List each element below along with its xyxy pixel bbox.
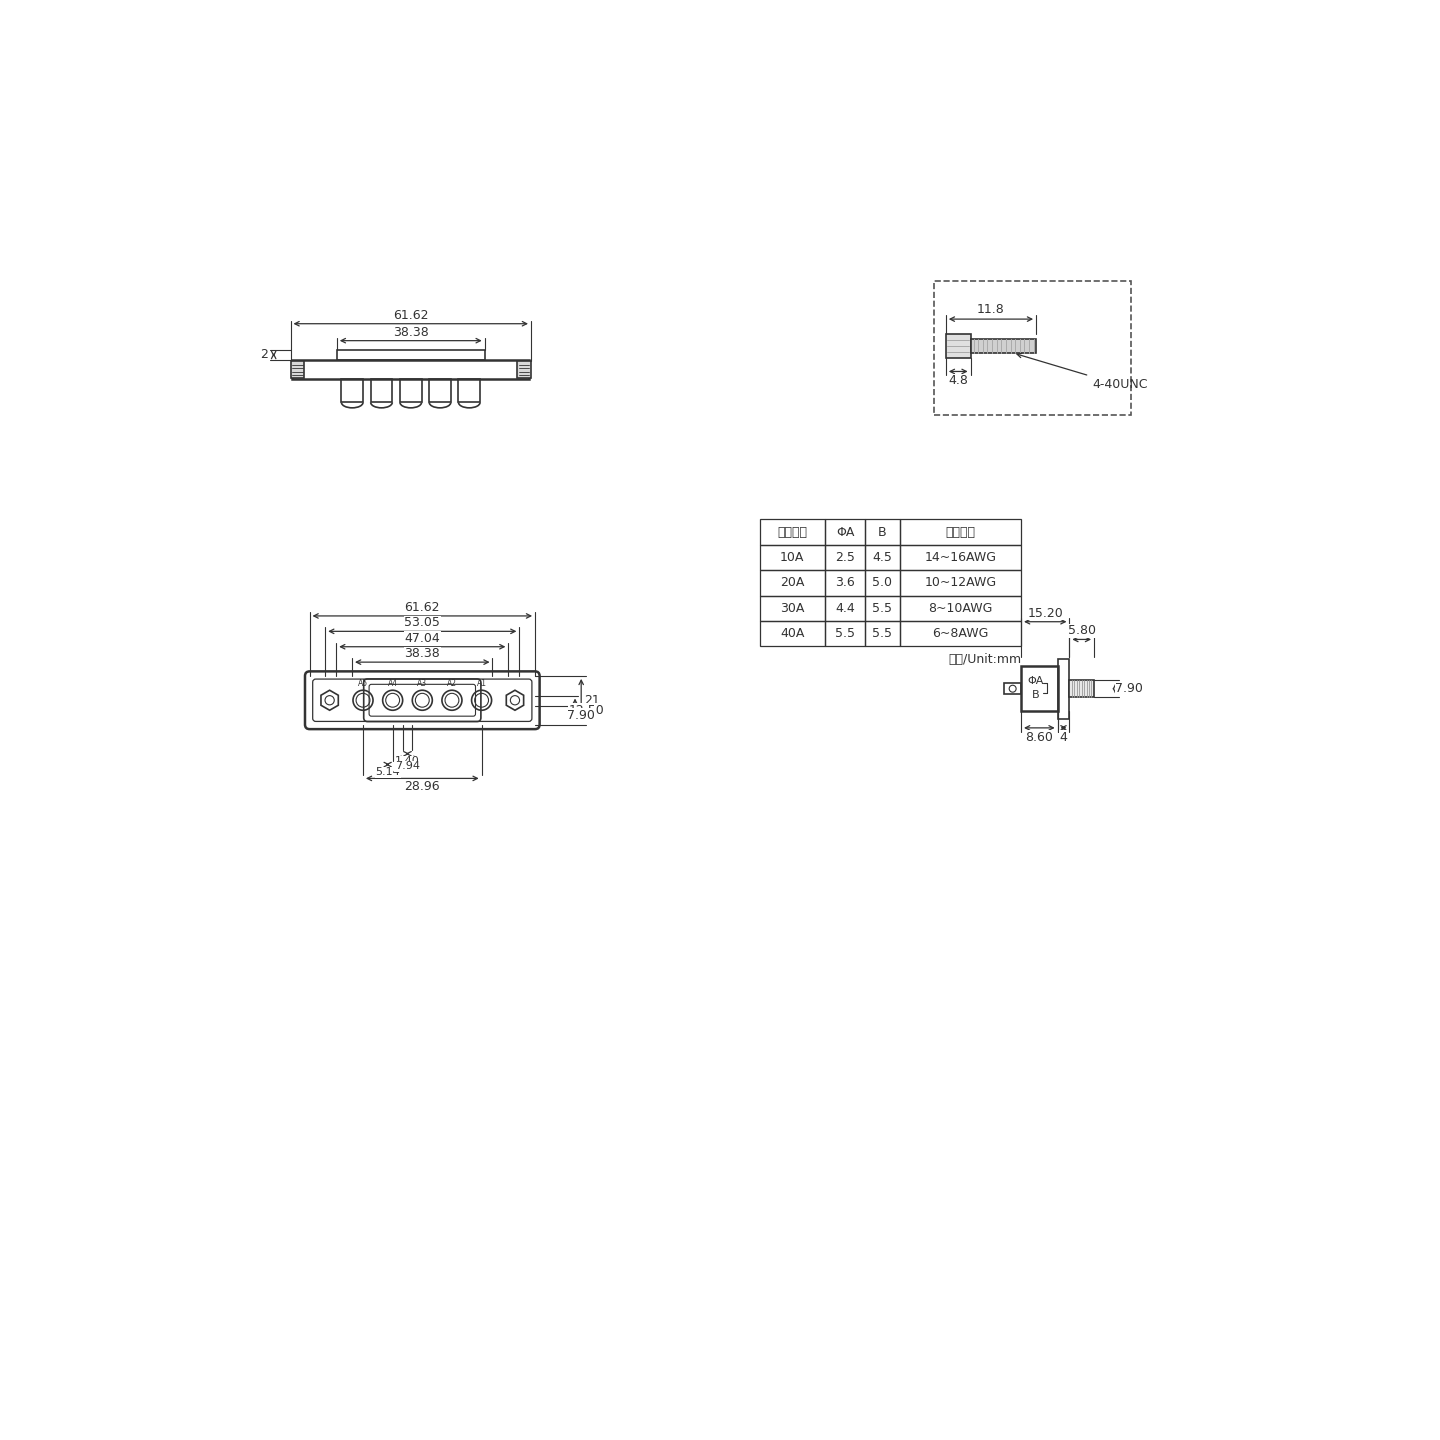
Text: 20A: 20A xyxy=(780,576,805,589)
Text: 额定电流: 额定电流 xyxy=(778,526,808,539)
Bar xyxy=(759,596,825,621)
Bar xyxy=(291,360,304,377)
Text: 线材规格: 线材规格 xyxy=(946,526,975,539)
Text: 单位/Unit:mm: 单位/Unit:mm xyxy=(948,652,1021,665)
Bar xyxy=(825,570,865,596)
Text: 7.90: 7.90 xyxy=(567,708,595,721)
Bar xyxy=(292,360,530,379)
Bar xyxy=(825,544,865,570)
Text: 7.94: 7.94 xyxy=(395,762,420,770)
Text: A4: A4 xyxy=(387,678,397,688)
Text: 61.62: 61.62 xyxy=(393,308,429,321)
Bar xyxy=(971,340,1035,353)
Text: B: B xyxy=(878,526,887,539)
Text: A1: A1 xyxy=(477,678,487,688)
Bar xyxy=(825,596,865,621)
Text: 38.38: 38.38 xyxy=(393,325,429,338)
Text: 8~10AWG: 8~10AWG xyxy=(929,602,992,615)
Bar xyxy=(458,379,480,402)
Text: 21: 21 xyxy=(585,694,600,707)
Bar xyxy=(946,334,971,357)
Text: A2: A2 xyxy=(446,678,456,688)
Bar xyxy=(1057,658,1070,719)
Bar xyxy=(865,621,900,647)
Text: 1.40: 1.40 xyxy=(395,756,420,766)
Text: 4.4: 4.4 xyxy=(835,602,855,615)
Text: 5.5: 5.5 xyxy=(873,628,893,641)
Text: 2.5: 2.5 xyxy=(835,552,855,564)
Text: 40A: 40A xyxy=(780,628,805,641)
Bar xyxy=(900,621,1021,647)
Bar xyxy=(1070,680,1094,697)
Text: 4.5: 4.5 xyxy=(873,552,893,564)
Text: 3.6: 3.6 xyxy=(835,576,855,589)
Text: 14~16AWG: 14~16AWG xyxy=(924,552,996,564)
Text: 5.80: 5.80 xyxy=(1067,625,1096,638)
Text: 10A: 10A xyxy=(780,552,805,564)
Bar xyxy=(1021,667,1057,711)
Text: A5: A5 xyxy=(359,678,369,688)
Bar xyxy=(900,596,1021,621)
Text: 53.05: 53.05 xyxy=(405,616,441,629)
Bar xyxy=(935,281,1130,415)
Bar xyxy=(865,596,900,621)
Bar xyxy=(825,621,865,647)
Text: 5.14: 5.14 xyxy=(376,768,400,778)
Text: 7.90: 7.90 xyxy=(1116,683,1143,696)
Bar xyxy=(341,379,363,402)
Bar xyxy=(337,350,485,360)
Bar xyxy=(400,379,422,402)
Text: 5.5: 5.5 xyxy=(835,628,855,641)
Bar xyxy=(759,520,825,544)
Text: 5.0: 5.0 xyxy=(873,576,893,589)
Bar xyxy=(517,360,531,377)
Text: B: B xyxy=(1032,690,1040,700)
Bar xyxy=(1004,683,1021,694)
Bar xyxy=(370,379,392,402)
Bar xyxy=(865,520,900,544)
Text: 4.8: 4.8 xyxy=(949,374,968,387)
Text: 4: 4 xyxy=(1060,730,1067,743)
Text: 5.5: 5.5 xyxy=(873,602,893,615)
Bar xyxy=(900,570,1021,596)
Text: 47.04: 47.04 xyxy=(405,632,441,645)
Bar xyxy=(759,570,825,596)
Text: 10~12AWG: 10~12AWG xyxy=(924,576,996,589)
Text: 15.20: 15.20 xyxy=(1027,606,1063,619)
Text: 28.96: 28.96 xyxy=(405,780,441,793)
Text: 38.38: 38.38 xyxy=(405,647,441,660)
Bar xyxy=(429,379,451,402)
Text: 2: 2 xyxy=(261,348,268,361)
Bar xyxy=(759,621,825,647)
Text: 12.50: 12.50 xyxy=(569,704,605,717)
Text: 61.62: 61.62 xyxy=(405,600,441,613)
Bar xyxy=(900,520,1021,544)
Text: 4-40UNC: 4-40UNC xyxy=(1017,353,1148,392)
Bar xyxy=(865,544,900,570)
Text: ΦA: ΦA xyxy=(1028,675,1044,685)
Text: 11.8: 11.8 xyxy=(978,304,1005,317)
Bar xyxy=(825,520,865,544)
Text: 8.60: 8.60 xyxy=(1025,730,1053,743)
Bar xyxy=(865,570,900,596)
Text: ΦA: ΦA xyxy=(835,526,854,539)
Bar xyxy=(759,544,825,570)
Text: A3: A3 xyxy=(418,678,428,688)
Text: 6~8AWG: 6~8AWG xyxy=(932,628,989,641)
Bar xyxy=(900,544,1021,570)
Text: 30A: 30A xyxy=(780,602,805,615)
